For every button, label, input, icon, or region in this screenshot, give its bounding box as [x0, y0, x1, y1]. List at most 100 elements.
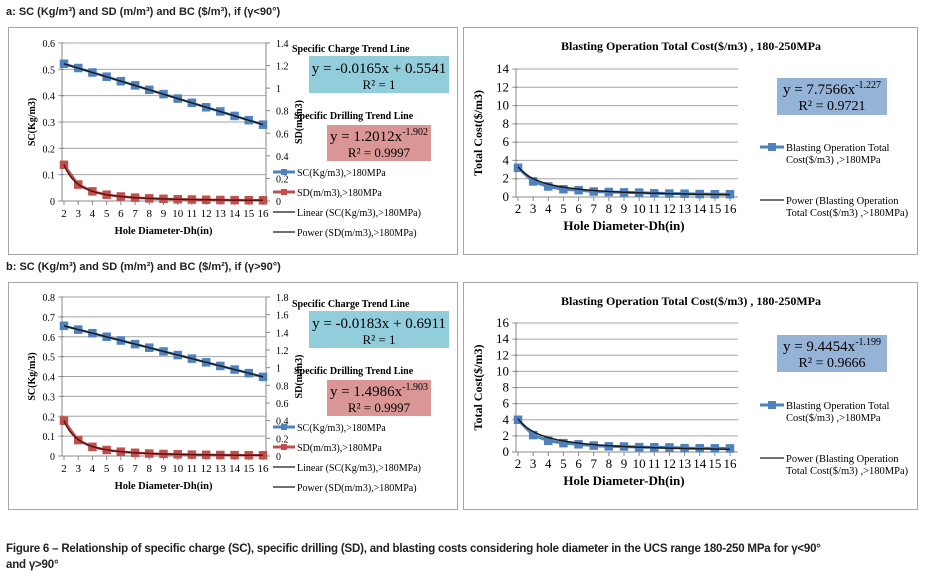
y2-tick-label: 0.8	[276, 381, 289, 392]
chart-panel-b-right: Blasting Operation Total Cost($/m3) , 18…	[463, 282, 918, 510]
y2-tick-label: 1.4	[276, 328, 289, 339]
x-axis-label: Hole Diameter-Dh(in)	[115, 226, 213, 237]
y2-tick-label: 0.4	[276, 417, 289, 428]
sd-trend-box	[327, 380, 431, 416]
x-tick-label: 4	[90, 208, 96, 220]
y-tick-label: 0.1	[43, 171, 56, 182]
x-tick-label: 12	[201, 208, 212, 220]
legend-marker	[281, 444, 287, 450]
chart-panel-b-left: 0 0.1 0.2 0.3 0.4 0.5 0.6 0.7 0.8 0 0.2 0.4 0.6 0.8 1 1…	[8, 282, 458, 510]
x-tick-label: 6	[118, 463, 124, 475]
legend-label: Blasting Operation Total	[786, 143, 890, 154]
x-tick-label: 13	[678, 456, 691, 471]
sd-trend-heading: Specific Drilling Trend Line	[294, 366, 414, 377]
sc-trend-r2: R² = 1	[363, 77, 396, 92]
x-tick-label: 8	[606, 456, 613, 471]
chart-panel-a-right: Blasting Operation Total Cost($/m3) , 18…	[463, 27, 918, 255]
y2-axis-label: SD(m/m3)	[294, 355, 305, 399]
caption-line-1: Figure 6 – Relationship of specific char…	[6, 543, 821, 555]
y2-tick-label: 1.8	[276, 293, 289, 304]
x-tick-label: 2	[61, 208, 67, 220]
cost-trend-r2: R² = 0.9666	[799, 356, 866, 371]
x-tick-label: 15	[708, 201, 721, 216]
x-tick-label: 14	[229, 208, 241, 220]
data-point	[559, 438, 568, 448]
trend-line	[63, 63, 264, 126]
legend-label-cont: Total Cost($/m3) ,>180MPa)	[786, 466, 909, 477]
y-tick-label: 4	[503, 412, 510, 427]
y-tick-label: 0.2	[43, 144, 56, 155]
y2-tick-label: 0.6	[276, 129, 289, 140]
sc-trend-heading: Specific Charge Trend Line	[292, 299, 410, 310]
y-tick-label: 12	[496, 347, 509, 362]
y-tick-label: 0.3	[43, 118, 56, 129]
x-tick-label: 13	[215, 463, 227, 475]
y2-tick-label: 1.2	[276, 346, 289, 357]
sd-trend-equation: y = 1.4986x-1.903	[330, 382, 428, 400]
x-tick-label: 16	[724, 201, 738, 216]
data-point	[258, 372, 268, 382]
trend-line	[517, 418, 731, 451]
y-tick-label: 0	[50, 197, 55, 208]
y2-tick-label: 0	[276, 452, 281, 463]
y2-tick-label: 0.8	[276, 107, 289, 118]
x-tick-label: 9	[161, 463, 167, 475]
y2-tick-label: 0.2	[276, 174, 289, 185]
legend-marker	[281, 169, 287, 175]
x-tick-label: 3	[530, 201, 537, 216]
data-point	[725, 444, 735, 453]
data-point	[574, 185, 583, 195]
chart-title: Blasting Operation Total Cost($/m3) , 18…	[561, 39, 821, 53]
sc-trend-box	[309, 311, 449, 348]
y-tick-label: 8	[503, 116, 510, 131]
y-tick-label: 0.7	[43, 313, 56, 324]
x-tick-label: 15	[708, 456, 721, 471]
x-tick-label: 3	[530, 456, 537, 471]
y-tick-label: 8	[503, 380, 510, 395]
x-tick-label: 7	[132, 463, 138, 475]
y-tick-label: 2	[503, 428, 510, 443]
y2-axis-label: SD(m/m3)	[294, 100, 305, 144]
y2-tick-label: 1	[276, 364, 281, 375]
x-tick-label: 3	[75, 463, 81, 475]
y-tick-label: 0	[503, 189, 510, 204]
y2-tick-label: 0.2	[276, 434, 289, 445]
sc-trend-equation: y = -0.0165x + 0.5541	[312, 61, 446, 77]
legend-label-cont: Cost($/m3) ,>180MPa	[786, 413, 881, 424]
x-tick-label: 9	[621, 201, 628, 216]
chart-sc-sd-b: 00.10.20.30.40.50.60.70.800.20.40.60.811…	[27, 293, 449, 494]
legend-label: SD(m/m3),>180MPa	[297, 443, 382, 454]
legend-label: Power (SD(m/m3),>180MPa)	[297, 228, 417, 239]
x-tick-label: 14	[693, 456, 707, 471]
legend-marker	[768, 143, 776, 151]
legend-label: SC(Kg/m3),>180MPa	[297, 168, 386, 179]
x-tick-label: 16	[724, 456, 738, 471]
y-tick-label: 6	[503, 134, 510, 149]
x-tick-label: 4	[545, 456, 552, 471]
equation-base: y = 9.4454x	[783, 339, 856, 355]
y-tick-label: 10	[496, 98, 509, 113]
y-tick-label: 0.5	[43, 353, 56, 364]
data-point	[559, 184, 568, 194]
y-tick-label: 0.2	[43, 412, 56, 423]
equation-base: y = 1.4986x	[330, 384, 403, 400]
equation-base: y = 1.2012x	[330, 129, 403, 145]
x-tick-label: 3	[75, 208, 81, 220]
x-tick-label: 13	[215, 208, 227, 220]
y2-tick-label: 1	[276, 84, 281, 95]
trend-line	[63, 420, 263, 457]
x-tick-label: 6	[575, 456, 582, 471]
sc-trend-box	[309, 56, 449, 93]
equation-exponent: -1.903	[402, 382, 428, 393]
figure-caption: Figure 6 – Relationship of specific char…	[6, 541, 916, 573]
legend-label: SC(Kg/m3),>180MPa	[297, 423, 386, 434]
x-tick-label: 12	[663, 456, 676, 471]
x-tick-label: 5	[104, 463, 110, 475]
x-tick-label: 2	[515, 201, 522, 216]
x-tick-label: 5	[104, 208, 110, 220]
y-tick-label: 0.1	[43, 432, 56, 443]
x-axis-label: Hole Diameter-Dh(in)	[563, 218, 684, 233]
x-tick-label: 7	[132, 208, 138, 220]
legend-label: Linear (SC(Kg/m3),>180MPa)	[297, 463, 421, 474]
x-tick-label: 4	[90, 463, 96, 475]
